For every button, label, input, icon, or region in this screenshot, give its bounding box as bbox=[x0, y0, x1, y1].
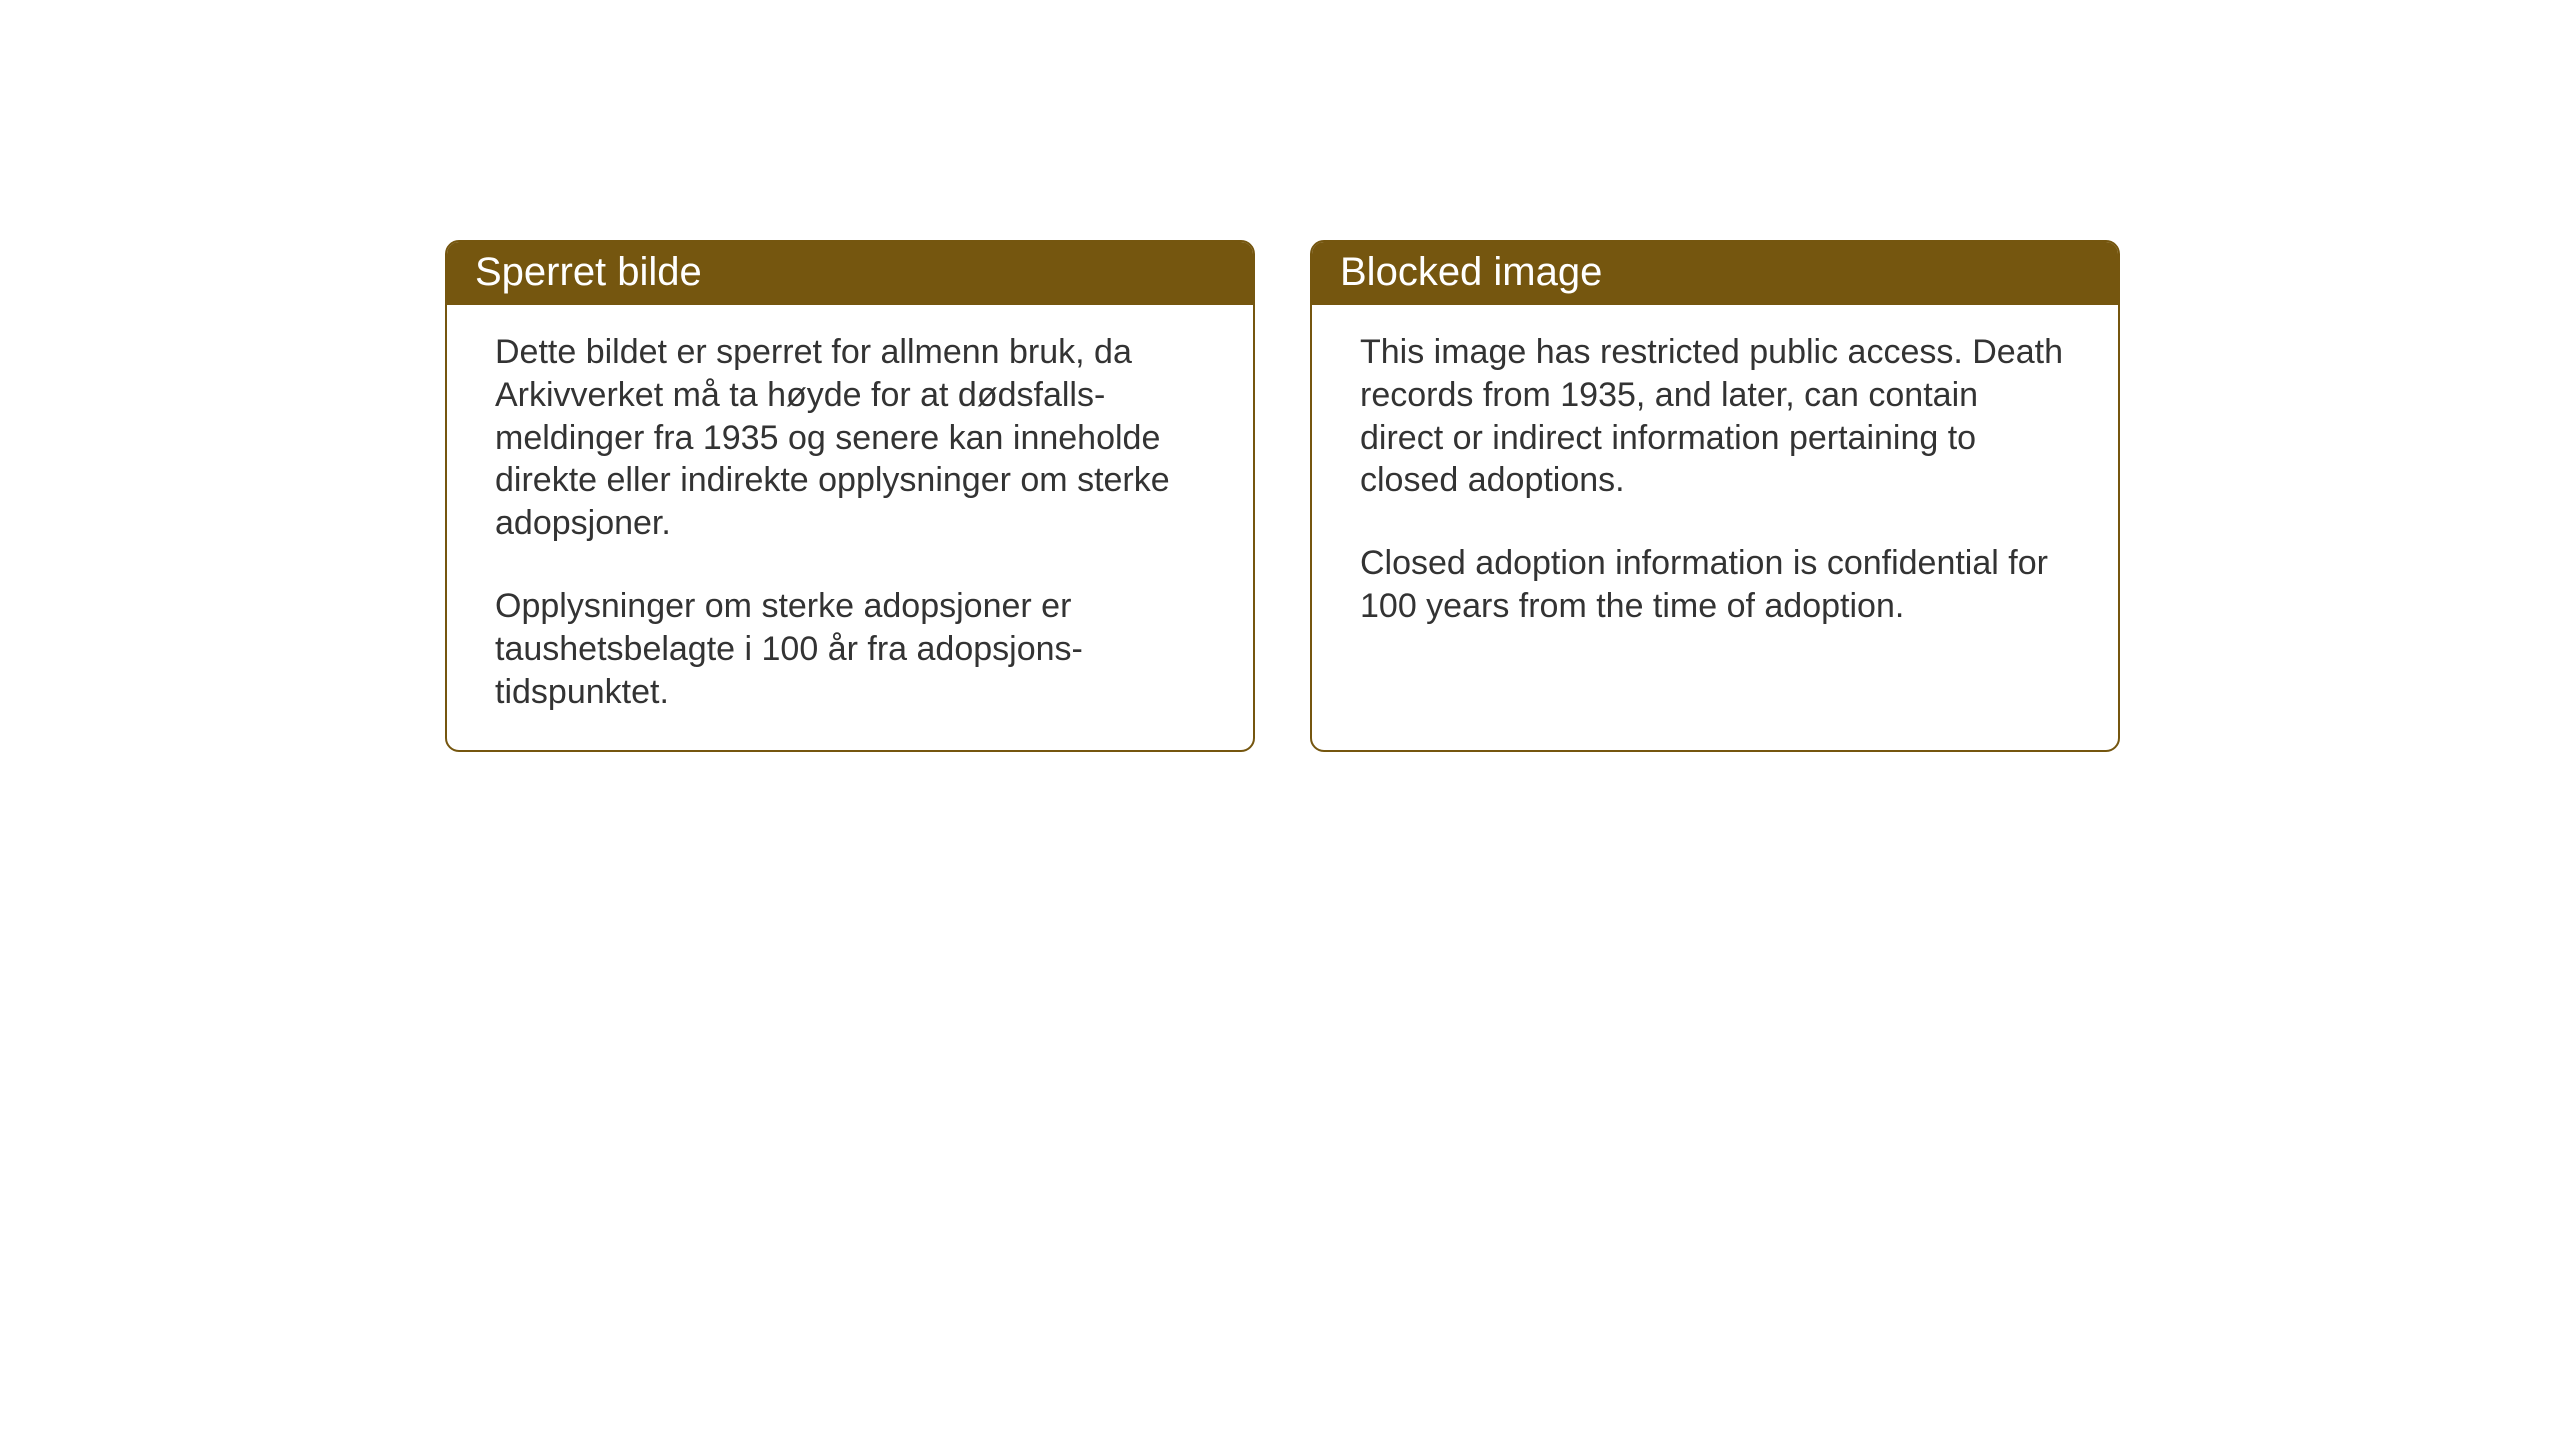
notice-card-english: Blocked image This image has restricted … bbox=[1310, 240, 2120, 752]
card-title-norwegian: Sperret bilde bbox=[475, 250, 702, 294]
paragraph-1-norwegian: Dette bildet er sperret for allmenn bruk… bbox=[495, 331, 1205, 545]
card-header-norwegian: Sperret bilde bbox=[447, 242, 1253, 305]
paragraph-2-english: Closed adoption information is confident… bbox=[1360, 542, 2070, 628]
notice-card-norwegian: Sperret bilde Dette bildet er sperret fo… bbox=[445, 240, 1255, 752]
card-title-english: Blocked image bbox=[1340, 250, 1602, 294]
paragraph-1-english: This image has restricted public access.… bbox=[1360, 331, 2070, 502]
card-body-english: This image has restricted public access.… bbox=[1312, 305, 2118, 664]
paragraph-2-norwegian: Opplysninger om sterke adopsjoner er tau… bbox=[495, 585, 1205, 713]
card-body-norwegian: Dette bildet er sperret for allmenn bruk… bbox=[447, 305, 1253, 750]
notice-container: Sperret bilde Dette bildet er sperret fo… bbox=[445, 240, 2120, 752]
card-header-english: Blocked image bbox=[1312, 242, 2118, 305]
